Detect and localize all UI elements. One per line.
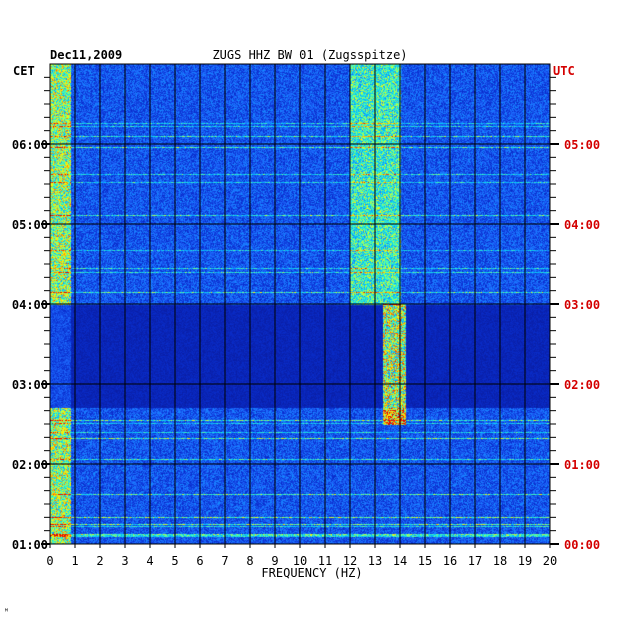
station-title: ZUGS HHZ BW 01 (Zugsspitze) bbox=[212, 48, 407, 62]
x-tick-label: 18 bbox=[493, 554, 507, 568]
x-axis-label: FREQUENCY (HZ) bbox=[261, 566, 362, 580]
utc-time-label: 03:00 bbox=[564, 298, 600, 312]
x-tick-label: 6 bbox=[196, 554, 203, 568]
utc-time-label: 02:00 bbox=[564, 378, 600, 392]
x-tick-label: 0 bbox=[46, 554, 53, 568]
x-tick-label: 8 bbox=[246, 554, 253, 568]
cet-label: CET bbox=[13, 64, 35, 78]
grid-lines bbox=[49, 63, 551, 545]
cet-time-label: 02:00 bbox=[12, 458, 48, 472]
x-tick-label: 10 bbox=[293, 554, 307, 568]
cet-time-label: 06:00 bbox=[12, 138, 48, 152]
x-tick-label: 20 bbox=[543, 554, 557, 568]
utc-time-label: 01:00 bbox=[564, 458, 600, 472]
x-tick-label: 12 bbox=[343, 554, 357, 568]
x-tick-label: 2 bbox=[96, 554, 103, 568]
date-label: Dec11,2009 bbox=[50, 48, 122, 62]
x-tick-label: 13 bbox=[368, 554, 382, 568]
utc-label: UTC bbox=[553, 64, 575, 78]
x-tick-label: 1 bbox=[71, 554, 78, 568]
x-tick-label: 16 bbox=[443, 554, 457, 568]
corner-mark: ᴹ bbox=[4, 607, 9, 616]
cet-time-label: 05:00 bbox=[12, 218, 48, 232]
cet-time-label: 01:00 bbox=[12, 538, 48, 552]
x-tick-label: 15 bbox=[418, 554, 432, 568]
x-tick-label: 4 bbox=[146, 554, 153, 568]
x-tick-label: 14 bbox=[393, 554, 407, 568]
cet-time-label: 04:00 bbox=[12, 298, 48, 312]
cet-time-label: 03:00 bbox=[12, 378, 48, 392]
utc-time-label: 04:00 bbox=[564, 218, 600, 232]
x-tick-label: 9 bbox=[271, 554, 278, 568]
x-tick-label: 11 bbox=[318, 554, 332, 568]
utc-time-label: 05:00 bbox=[564, 138, 600, 152]
x-tick-label: 17 bbox=[468, 554, 482, 568]
x-tick-label: 3 bbox=[121, 554, 128, 568]
utc-time-label: 00:00 bbox=[564, 538, 600, 552]
x-tick-label: 7 bbox=[221, 554, 228, 568]
x-tick-label: 19 bbox=[518, 554, 532, 568]
x-tick-label: 5 bbox=[171, 554, 178, 568]
